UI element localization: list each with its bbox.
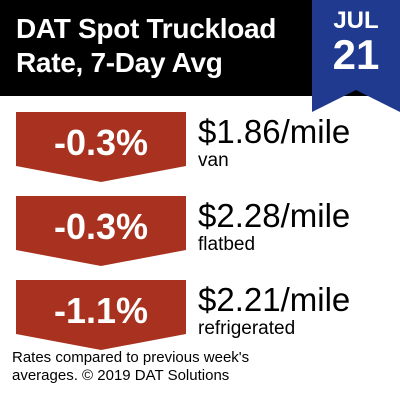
rate-row-van: -0.3% $1.86/mile van: [0, 112, 400, 192]
rate-price: $2.21/mile: [198, 281, 351, 318]
rate-price: $1.86/mile: [198, 113, 351, 150]
title-line-2: Rate, 7-Day Avg: [16, 47, 223, 78]
footnote-line-1: Rates compared to previous week's: [12, 349, 250, 366]
page-title: DAT Spot Truckload Rate, 7-Day Avg: [16, 12, 316, 80]
date-ribbon: JUL 21: [312, 0, 400, 112]
rate-type: flatbed: [198, 234, 256, 255]
rate-type: van: [198, 150, 229, 171]
change-badge: -0.3%: [16, 112, 186, 182]
badge-arrow-shape: [16, 196, 186, 266]
change-badge: -1.1%: [16, 280, 186, 350]
rate-row-flatbed: -0.3% $2.28/mile flatbed: [0, 196, 400, 276]
rate-change: -1.1%: [53, 290, 149, 331]
date-day: 21: [332, 31, 380, 78]
badge-arrow-shape: [16, 112, 186, 182]
rate-change: -0.3%: [53, 206, 149, 247]
footnote: Rates compared to previous week's averag…: [12, 349, 392, 385]
footnote-line-2: averages. © 2019 DAT Solutions: [12, 367, 230, 384]
badge-arrow-shape: [16, 280, 186, 350]
rate-change: -0.3%: [53, 122, 149, 163]
title-line-1: DAT Spot Truckload: [16, 13, 277, 44]
rate-row-refrigerated: -1.1% $2.21/mile refrigerated: [0, 280, 400, 360]
rate-type: refrigerated: [198, 318, 296, 339]
change-badge: -0.3%: [16, 196, 186, 266]
rate-price: $2.28/mile: [198, 197, 351, 234]
date-month: JUL: [333, 7, 379, 34]
ribbon-shape: [312, 0, 400, 112]
